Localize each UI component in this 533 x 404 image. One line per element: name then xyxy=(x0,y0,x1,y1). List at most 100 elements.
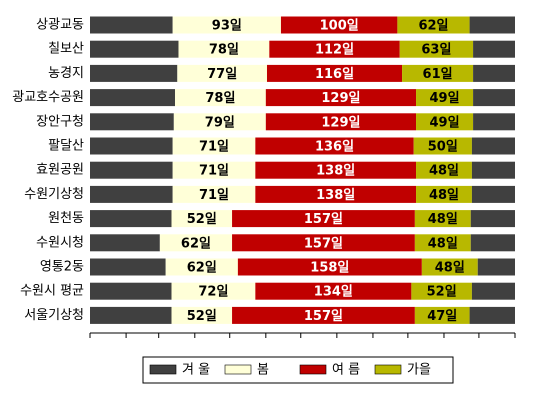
y-tick-label: 팔달산 xyxy=(48,139,84,154)
bar-segment xyxy=(177,64,267,82)
bar-segment xyxy=(90,282,172,300)
value-label: 50일 xyxy=(428,140,458,155)
value-label: 136일 xyxy=(315,140,354,155)
bar-segment xyxy=(473,40,515,58)
bar-segment xyxy=(470,210,515,228)
value-label: 71일 xyxy=(199,164,229,179)
bar-segment xyxy=(171,306,233,324)
bar-segment xyxy=(255,161,417,179)
value-label: 129일 xyxy=(321,91,360,106)
bar-segment xyxy=(90,306,172,324)
bar-segment xyxy=(90,16,173,34)
bar-segment xyxy=(265,89,417,107)
value-label: 48일 xyxy=(428,236,458,251)
bar-segment xyxy=(237,258,422,276)
bar-segment xyxy=(90,234,160,252)
bar-segment xyxy=(90,40,179,58)
bar-segment xyxy=(90,137,173,155)
value-label: 158일 xyxy=(310,261,349,276)
value-label: 77일 xyxy=(207,67,237,82)
value-label: 47일 xyxy=(427,309,457,324)
y-tick-label: 서울기상청 xyxy=(24,308,84,323)
value-label: 63일 xyxy=(421,43,451,58)
bar-segment xyxy=(269,40,400,58)
value-label: 48일 xyxy=(428,212,458,227)
value-label: 52일 xyxy=(187,309,217,324)
bar-segment xyxy=(399,40,474,58)
bar-segment xyxy=(416,89,474,107)
value-label: 52일 xyxy=(427,285,457,300)
bar-segment xyxy=(90,113,174,131)
bar-segment xyxy=(469,306,515,324)
bar-segment xyxy=(470,234,515,252)
value-label: 48일 xyxy=(429,188,459,203)
bar-segment xyxy=(414,210,471,228)
bar-segment xyxy=(255,137,414,155)
y-tick-label: 효원공원 xyxy=(36,163,84,178)
y-tick-label: 칠보산 xyxy=(48,42,84,57)
value-label: 129일 xyxy=(321,115,360,130)
bar-segment xyxy=(266,64,403,82)
bar-segment xyxy=(471,282,515,300)
y-tick-label: 영통2동 xyxy=(40,260,84,275)
value-label: 157일 xyxy=(304,236,343,251)
y-tick-label: 원천동 xyxy=(48,211,84,226)
value-label: 138일 xyxy=(316,164,355,179)
bar-segment xyxy=(90,185,173,203)
bar-segment xyxy=(416,185,472,203)
value-label: 62일 xyxy=(187,261,217,276)
bar-segment xyxy=(280,16,398,34)
bar-segment xyxy=(255,185,417,203)
value-label: 62일 xyxy=(418,19,448,34)
legend-swatch xyxy=(149,364,177,375)
bar-segment xyxy=(232,210,415,228)
bar-segment xyxy=(175,89,266,107)
bar-segment xyxy=(232,234,415,252)
legend-swatch xyxy=(299,364,327,375)
value-label: 72일 xyxy=(198,285,228,300)
legend-label: 여 름 xyxy=(332,363,360,378)
y-tick-label: 광교호수공원 xyxy=(12,90,84,105)
value-label: 49일 xyxy=(430,91,460,106)
legend-swatch xyxy=(224,364,252,375)
value-label: 71일 xyxy=(199,188,229,203)
bar-segment xyxy=(172,185,256,203)
bar-segment xyxy=(416,161,472,179)
value-label: 134일 xyxy=(314,285,353,300)
legend-label: 가을 xyxy=(407,363,431,378)
legend-box xyxy=(142,356,454,384)
y-tick-label: 수원시청 xyxy=(36,235,84,250)
bar-segment xyxy=(473,89,515,107)
legend-label: 겨 울 xyxy=(182,363,210,378)
bar-segment xyxy=(411,282,472,300)
legend-label: 봄 xyxy=(257,363,269,378)
value-label: 71일 xyxy=(199,140,229,155)
value-label: 78일 xyxy=(205,91,235,106)
bar-segment xyxy=(90,64,178,82)
bar-segment xyxy=(469,16,515,34)
bar-segment xyxy=(471,185,515,203)
legend-swatch xyxy=(374,364,402,375)
bar-segment xyxy=(178,40,270,58)
bar-segment xyxy=(473,64,515,82)
y-tick-label: 장안구청 xyxy=(36,114,84,129)
y-tick-label: 상광교동 xyxy=(36,18,84,33)
value-label: 49일 xyxy=(430,115,460,130)
y-tick-label: 수원시 평균 xyxy=(20,284,84,299)
bar-segment xyxy=(171,282,256,300)
bar-segment xyxy=(255,282,412,300)
bar-segment xyxy=(414,234,471,252)
value-label: 157일 xyxy=(304,212,343,227)
bar-segment xyxy=(90,210,172,228)
value-label: 48일 xyxy=(435,261,465,276)
value-label: 52일 xyxy=(187,212,217,227)
bar-segment xyxy=(265,113,417,131)
value-label: 78일 xyxy=(209,43,239,58)
bar-segment xyxy=(421,258,478,276)
bar-segment xyxy=(159,234,233,252)
bar-segment xyxy=(416,113,474,131)
bar-segment xyxy=(477,258,515,276)
bar-segment xyxy=(471,137,515,155)
y-tick-label: 수원기상청 xyxy=(24,187,84,202)
